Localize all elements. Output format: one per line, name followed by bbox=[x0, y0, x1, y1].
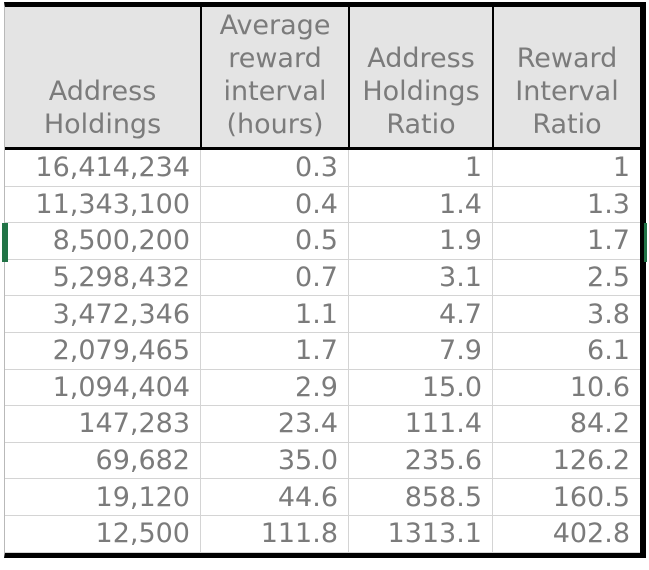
column-header-reward-interval-ratio[interactable]: Reward Interval Ratio bbox=[492, 7, 640, 147]
table-row: 5,298,432 0.7 3.1 2.5 bbox=[5, 259, 640, 297]
table-cell[interactable]: 2,079,465 bbox=[5, 333, 200, 370]
table-cell[interactable]: 35.0 bbox=[200, 442, 348, 480]
selection-left-handle[interactable] bbox=[2, 223, 8, 262]
table-cell[interactable]: 858.5 bbox=[348, 479, 492, 516]
table-header-row: Address Holdings Average reward interval… bbox=[5, 7, 640, 150]
table-cell[interactable]: 4.7 bbox=[348, 296, 492, 333]
table-cell[interactable]: 12,500 bbox=[5, 516, 200, 553]
table-cell[interactable]: 147,283 bbox=[5, 406, 200, 443]
table-cell[interactable]: 0.3 bbox=[200, 150, 348, 187]
table-cell[interactable]: 235.6 bbox=[348, 442, 492, 480]
table-row: 11,343,100 0.4 1.4 1.3 bbox=[5, 186, 640, 224]
table-cell[interactable]: 3.1 bbox=[348, 259, 492, 297]
table-cell[interactable]: 23.4 bbox=[200, 406, 348, 443]
spreadsheet-table: Address Holdings Average reward interval… bbox=[2, 2, 647, 558]
table-cell[interactable]: 1.7 bbox=[492, 223, 640, 260]
table-cell[interactable]: 3,472,346 bbox=[5, 296, 200, 333]
table-cell[interactable]: 402.8 bbox=[492, 515, 640, 553]
table-cell[interactable]: 1,094,404 bbox=[5, 370, 200, 407]
table-cell[interactable]: 1.7 bbox=[200, 332, 348, 370]
table-cell[interactable]: 16,414,234 bbox=[5, 150, 200, 187]
table-row: 12,500 111.8 1313.1 402.8 bbox=[5, 515, 640, 553]
selection-right-handle[interactable] bbox=[644, 223, 647, 262]
table-row: 19,120 44.6 858.5 160.5 bbox=[5, 479, 640, 516]
table-row-selected: 8,500,200 0.5 1.9 1.7 bbox=[5, 223, 640, 260]
table-cell[interactable]: 8,500,200 bbox=[5, 223, 200, 260]
table-row: 69,682 35.0 235.6 126.2 bbox=[5, 442, 640, 480]
table-cell[interactable]: 0.5 bbox=[200, 223, 348, 260]
table-cell[interactable]: 1313.1 bbox=[348, 515, 492, 553]
table-row: 2,079,465 1.7 7.9 6.1 bbox=[5, 332, 640, 370]
table-cell[interactable]: 69,682 bbox=[5, 443, 200, 480]
table-cell[interactable]: 84.2 bbox=[492, 406, 640, 443]
table-cell[interactable]: 44.6 bbox=[200, 479, 348, 516]
table-cell[interactable]: 1.1 bbox=[200, 296, 348, 333]
table-cell[interactable]: 111.4 bbox=[348, 406, 492, 443]
table-cell[interactable]: 0.4 bbox=[200, 186, 348, 224]
column-header-average-reward-interval[interactable]: Average reward interval (hours) bbox=[200, 7, 348, 147]
table-row: 3,472,346 1.1 4.7 3.8 bbox=[5, 296, 640, 333]
table-cell[interactable]: 7.9 bbox=[348, 332, 492, 370]
table-cell[interactable]: 1 bbox=[492, 150, 640, 187]
table-cell[interactable]: 3.8 bbox=[492, 296, 640, 333]
table-cell[interactable]: 160.5 bbox=[492, 479, 640, 516]
column-header-address-holdings-ratio[interactable]: Address Holdings Ratio bbox=[348, 7, 492, 147]
table-cell[interactable]: 1.3 bbox=[492, 186, 640, 224]
table-cell[interactable]: 1.4 bbox=[348, 186, 492, 224]
column-header-address-holdings[interactable]: Address Holdings bbox=[43, 76, 162, 140]
table-cell[interactable]: 1.9 bbox=[348, 223, 492, 260]
table-cell[interactable]: 0.7 bbox=[200, 259, 348, 297]
table-cell[interactable]: 11,343,100 bbox=[5, 187, 200, 224]
table-row: 1,094,404 2.9 15.0 10.6 bbox=[5, 369, 640, 407]
table-cell[interactable]: 10.6 bbox=[492, 369, 640, 407]
table-cell[interactable]: 126.2 bbox=[492, 442, 640, 480]
table-cell[interactable]: 2.9 bbox=[200, 369, 348, 407]
table-row: 16,414,234 0.3 1 1 bbox=[5, 150, 640, 187]
table-cell[interactable]: 15.0 bbox=[348, 369, 492, 407]
table-cell[interactable]: 6.1 bbox=[492, 332, 640, 370]
table-cell[interactable]: 1 bbox=[348, 150, 492, 187]
table-cell[interactable]: 111.8 bbox=[200, 515, 348, 553]
table-cell[interactable]: 5,298,432 bbox=[5, 260, 200, 297]
table-row: 147,283 23.4 111.4 84.2 bbox=[5, 406, 640, 443]
table-cell[interactable]: 2.5 bbox=[492, 259, 640, 297]
table-cell[interactable]: 19,120 bbox=[5, 479, 200, 516]
